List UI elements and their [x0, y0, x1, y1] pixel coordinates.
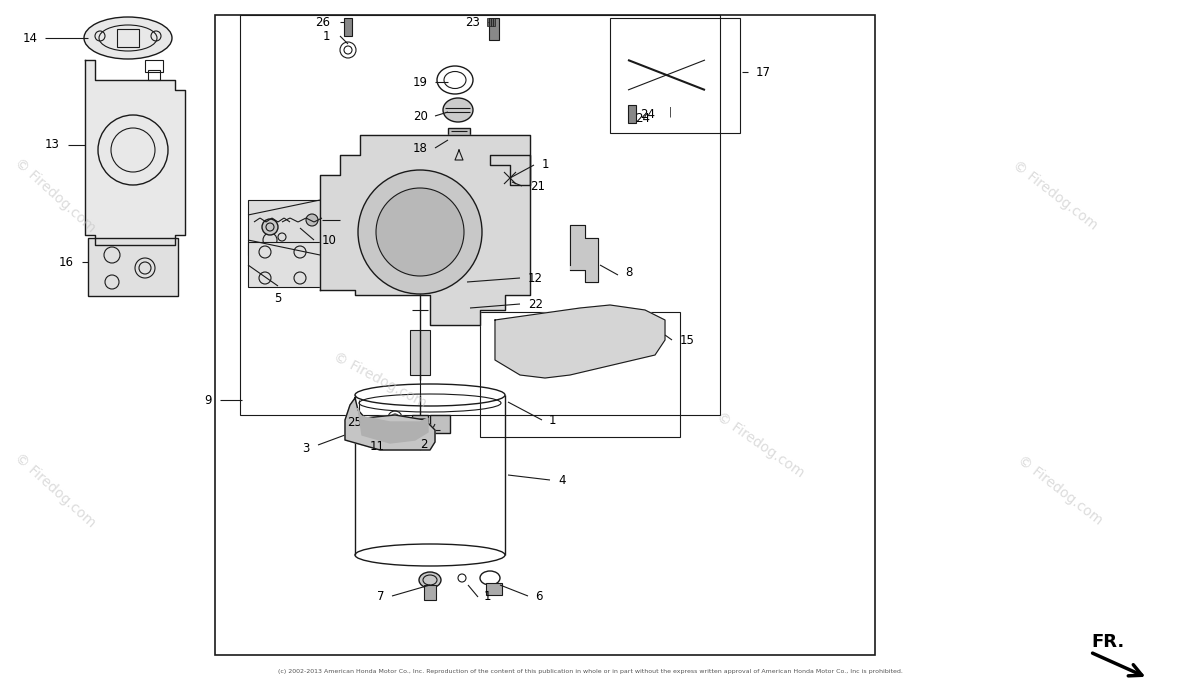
Text: © Firedog.com: © Firedog.com: [1010, 158, 1100, 232]
Polygon shape: [494, 305, 666, 378]
Polygon shape: [345, 398, 435, 450]
Circle shape: [376, 188, 464, 276]
Bar: [480, 312, 680, 437]
Bar: [215, 15, 876, 655]
Bar: [489, 18, 491, 26]
Text: 18: 18: [413, 142, 428, 154]
Text: © Firedog.com: © Firedog.com: [714, 410, 806, 480]
Bar: [487, 18, 489, 26]
Ellipse shape: [442, 98, 473, 122]
Text: 20: 20: [413, 110, 428, 123]
Bar: [412, 415, 428, 435]
Circle shape: [358, 170, 481, 294]
Text: 22: 22: [527, 297, 543, 311]
Polygon shape: [358, 408, 428, 443]
Ellipse shape: [442, 270, 467, 290]
Text: 16: 16: [59, 255, 74, 269]
Text: 13: 13: [45, 138, 60, 151]
Bar: [345, 18, 352, 36]
Text: 1: 1: [542, 158, 550, 172]
Bar: [491, 18, 493, 26]
Text: 19: 19: [413, 75, 428, 89]
Bar: [493, 18, 494, 26]
Ellipse shape: [552, 319, 617, 361]
Text: 2: 2: [420, 438, 428, 450]
Text: FR.: FR.: [1092, 633, 1125, 651]
Text: 21: 21: [530, 179, 545, 193]
Bar: [88, 238, 178, 296]
Bar: [489, 18, 499, 40]
Text: 10: 10: [322, 234, 336, 246]
Bar: [610, 18, 740, 133]
Text: 26: 26: [315, 15, 330, 29]
Bar: [430, 415, 450, 433]
Text: 1: 1: [484, 591, 492, 604]
Bar: [424, 585, 435, 600]
Text: 15: 15: [680, 334, 695, 346]
Text: 23: 23: [465, 15, 480, 29]
Ellipse shape: [84, 17, 172, 59]
Text: 25: 25: [347, 415, 362, 429]
Bar: [148, 70, 160, 80]
Bar: [117, 29, 139, 47]
Text: © Firedog.com: © Firedog.com: [12, 155, 98, 235]
Polygon shape: [320, 135, 530, 325]
Text: © Firedog.com: © Firedog.com: [332, 350, 428, 410]
Text: 12: 12: [527, 272, 543, 285]
Text: 8: 8: [625, 265, 632, 279]
Circle shape: [262, 219, 278, 235]
Polygon shape: [85, 60, 185, 245]
Text: © Firedog.com: © Firedog.com: [12, 450, 98, 530]
Text: 1: 1: [322, 29, 330, 43]
Text: 6: 6: [535, 590, 543, 602]
Bar: [486, 583, 502, 595]
Text: © Firedog.com: © Firedog.com: [1015, 453, 1104, 527]
Bar: [409, 330, 430, 375]
FancyArrowPatch shape: [1093, 653, 1142, 676]
Bar: [248, 242, 323, 287]
Text: 1: 1: [549, 413, 557, 426]
Text: (c) 2002-2013 American Honda Motor Co., Inc. Reproduction of the content of this: (c) 2002-2013 American Honda Motor Co., …: [277, 669, 903, 674]
Bar: [628, 105, 636, 123]
Text: 5: 5: [274, 292, 282, 305]
Bar: [448, 128, 470, 150]
Text: 7: 7: [378, 590, 385, 602]
Bar: [248, 200, 320, 255]
Text: 9: 9: [204, 394, 212, 406]
Text: 14: 14: [22, 31, 38, 45]
Bar: [240, 15, 720, 415]
Bar: [145, 60, 163, 72]
Ellipse shape: [419, 572, 441, 588]
Text: 24: 24: [635, 112, 650, 124]
Text: 3: 3: [302, 442, 310, 454]
Text: 4: 4: [558, 473, 565, 487]
Text: 24: 24: [640, 108, 655, 121]
Text: 11: 11: [371, 440, 385, 454]
Text: |: |: [668, 107, 671, 117]
Text: 17: 17: [756, 66, 771, 78]
Polygon shape: [570, 225, 598, 282]
Circle shape: [306, 214, 317, 226]
